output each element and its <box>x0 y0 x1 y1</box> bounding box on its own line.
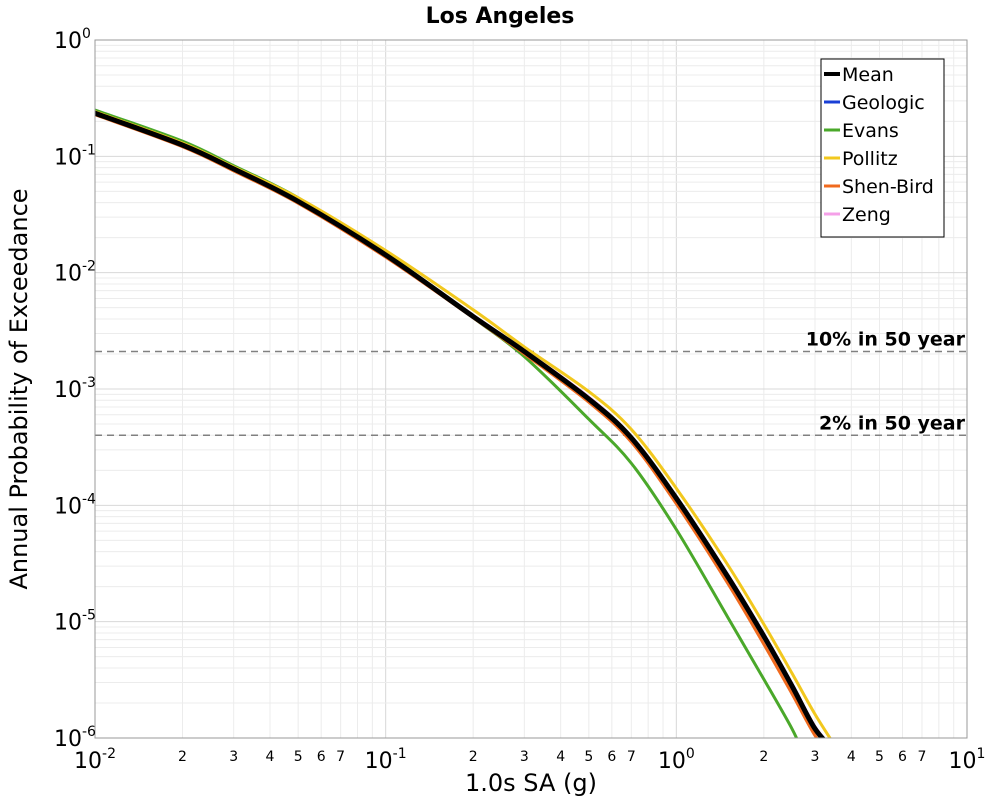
legend-entry: Zeng <box>842 204 891 226</box>
series-line-pollitz <box>95 110 832 738</box>
x-minor-tick-label: 5 <box>584 749 593 765</box>
x-minor-tick-label: 2 <box>178 749 187 765</box>
x-minor-tick-label: 4 <box>556 749 565 765</box>
legend-entry: Shen-Bird <box>842 176 934 198</box>
y-tick-label: 10-5 <box>54 608 96 636</box>
y-tick-label: 10-3 <box>54 375 96 403</box>
x-axis-label: 1.0s SA (g) <box>465 769 597 797</box>
reference-line-label: 2% in 50 year <box>819 412 966 434</box>
legend-entry: Geologic <box>842 92 925 114</box>
x-minor-tick-label: 7 <box>918 749 927 765</box>
plot-frame <box>94 39 968 739</box>
x-minor-tick-label: 4 <box>847 749 856 765</box>
x-tick-label: 100 <box>658 746 695 774</box>
legend-box <box>820 58 945 238</box>
legend-entry: Evans <box>842 120 899 142</box>
chart-title: Los Angeles <box>426 4 575 29</box>
x-minor-tick-label: 2 <box>469 749 478 765</box>
y-tick-label: 10-6 <box>54 724 96 752</box>
reference-line-label: 10% in 50 year <box>806 329 966 351</box>
series-line-evans <box>95 108 799 738</box>
y-tick-label: 10-2 <box>54 259 96 287</box>
y-axis-label: Annual Probability of Exceedance <box>5 188 33 589</box>
x-minor-tick-label: 3 <box>811 749 820 765</box>
y-tick-label: 100 <box>54 26 91 54</box>
legend: Mean Geologic Evans Pollitz Shen-Bird Zeng <box>820 58 945 238</box>
x-minor-tick-label: 3 <box>229 749 238 765</box>
x-minor-tick-label: 6 <box>898 749 907 765</box>
x-minor-tick-label: 6 <box>607 749 616 765</box>
series-line-geologic <box>95 111 825 738</box>
x-tick-label: 10-2 <box>74 746 116 774</box>
x-minor-tick-label: 6 <box>317 749 326 765</box>
x-minor-tick-label: 5 <box>875 749 884 765</box>
reference-lines: 10% in 50 year 2% in 50 year <box>95 329 967 437</box>
y-axis-ticks: 100 10-1 10-2 10-3 10-4 10-5 10-6 <box>54 26 96 752</box>
legend-entry: Mean <box>842 64 894 86</box>
series-line-shen-bird <box>95 113 819 738</box>
series-lines <box>95 108 832 738</box>
x-minor-tick-label: 7 <box>627 749 636 765</box>
x-tick-label: 10-1 <box>365 746 407 774</box>
x-tick-label: 101 <box>949 746 986 774</box>
x-minor-tick-label: 3 <box>520 749 529 765</box>
legend-entry: Pollitz <box>842 148 898 170</box>
y-tick-label: 10-4 <box>54 491 96 519</box>
y-tick-label: 10-1 <box>54 142 96 170</box>
x-minor-tick-label: 5 <box>294 749 303 765</box>
x-minor-tick-label: 7 <box>336 749 345 765</box>
x-minor-tick-label: 4 <box>266 749 275 765</box>
series-line-mean <box>95 110 826 738</box>
series-line-zeng <box>95 111 826 738</box>
x-minor-tick-label: 2 <box>759 749 768 765</box>
